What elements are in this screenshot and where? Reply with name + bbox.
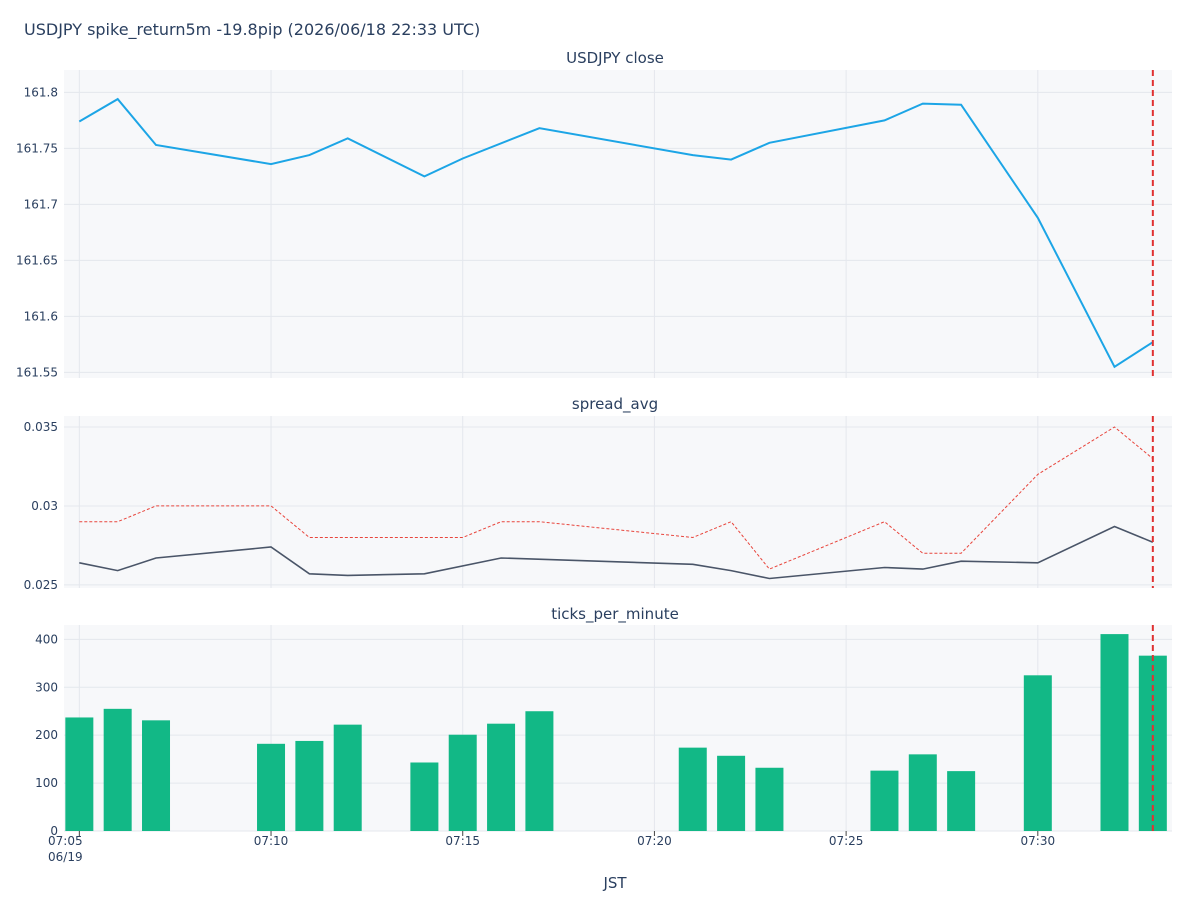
bar	[1023, 675, 1052, 831]
panel-ticks: ticks_per_minute 400 300 200 100 0	[35, 605, 1172, 838]
x-tick-label: 07:15	[445, 834, 480, 848]
y-tick-label: 161.7	[24, 197, 58, 211]
bar	[717, 755, 746, 831]
y-tick-label: 200	[35, 728, 58, 742]
x-tick-label: 07:10	[254, 834, 289, 848]
x-tick-label: 07:30	[1021, 834, 1056, 848]
bar	[333, 724, 362, 831]
bar	[103, 708, 132, 831]
y-tick-label: 0.025	[24, 578, 58, 592]
y-tick-label: 0.03	[31, 499, 58, 513]
panel-ticks-bg	[64, 625, 1172, 831]
bar	[870, 770, 899, 831]
bar	[525, 711, 554, 831]
x-tick-label: 07:05	[48, 834, 83, 848]
bar	[1138, 655, 1167, 831]
panel-close: USDJPY close 161.8 161.75 161.7 161.65 161.6…	[16, 49, 1172, 379]
y-tick-label: 400	[35, 632, 58, 646]
panel-spread-bg	[64, 416, 1172, 588]
bar	[448, 734, 477, 831]
x-tick-label: 07:20	[637, 834, 672, 848]
bar	[1100, 634, 1129, 831]
bar	[410, 762, 439, 831]
bar	[295, 740, 324, 831]
y-tick-label: 161.55	[16, 365, 58, 379]
y-tick-label: 300	[35, 680, 58, 694]
panel-spread: spread_avg 0.035 0.03 0.025	[24, 395, 1172, 592]
bar	[678, 747, 707, 831]
bar	[947, 771, 976, 831]
series-line-spread-avg	[79, 525, 1154, 580]
panel-close-title: USDJPY close	[566, 49, 664, 67]
x-axis: 07:05 07:10 07:15 07:20 07:25 07:30	[48, 831, 1055, 848]
y-tick-label: 161.6	[24, 309, 58, 323]
x-axis-label: JST	[602, 874, 627, 892]
bar	[257, 743, 286, 831]
chart-title: USDJPY spike_return5m -19.8pip (2026/06/…	[24, 20, 480, 40]
y-tick-label: 0.035	[24, 420, 58, 434]
y-tick-label: 0	[50, 824, 58, 838]
x-date-label: 06/19	[48, 850, 83, 864]
series-line-close	[78, 97, 1154, 369]
y-tick-label: 161.65	[16, 253, 58, 267]
bar	[142, 720, 171, 831]
bar	[487, 723, 516, 831]
bar	[908, 754, 937, 831]
bar	[65, 717, 94, 831]
y-tick-label: 161.8	[24, 85, 58, 99]
y-tick-label: 100	[35, 776, 58, 790]
panel-spread-title: spread_avg	[572, 395, 658, 414]
series-line-spread-max	[79, 426, 1154, 570]
panel-ticks-title: ticks_per_minute	[551, 605, 679, 624]
panel-close-bg	[64, 70, 1172, 378]
bar	[755, 767, 784, 831]
y-tick-label: 161.75	[16, 141, 58, 155]
x-tick-label: 07:25	[829, 834, 864, 848]
